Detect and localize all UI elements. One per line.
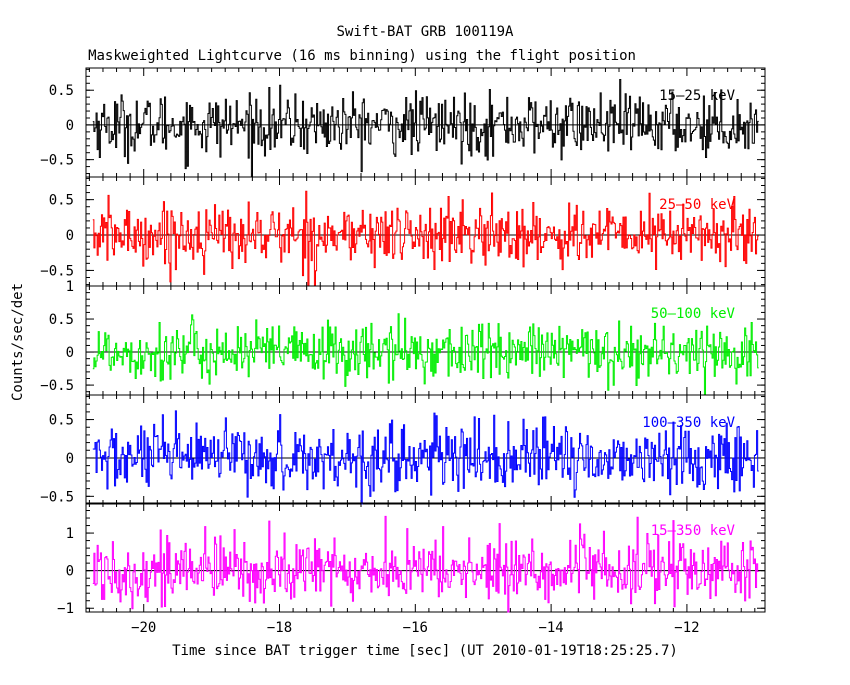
y-tick-label: 0 [66, 564, 74, 580]
panel-4: −0.5 0 0.5 100–350 keV [40, 394, 766, 505]
x-tick-label: −16 [403, 620, 428, 636]
y-tick-label: 0.5 [49, 312, 74, 328]
x-axis: −20 −18 −16 −14 −12 [131, 620, 699, 636]
y-tick-label: 1 [66, 526, 74, 542]
band-label: 100–350 keV [642, 415, 735, 431]
y-tick-label: 0 [66, 451, 74, 467]
panel-frame [85, 67, 766, 178]
x-axis-label: Time since BAT trigger time [sec] (UT 20… [172, 643, 678, 659]
lightcurve-series-1 [92, 78, 759, 178]
y-tick-label: 0.5 [49, 413, 74, 429]
lightcurve-series-3 [92, 313, 759, 396]
y-axis-label: Counts/sec/det [10, 283, 26, 401]
y-tick-label: 1 [66, 279, 74, 295]
y-tick-label: −0.5 [40, 153, 74, 169]
band-label: 15–25 keV [659, 88, 735, 104]
y-tick-label: 0 [66, 228, 74, 244]
y-tick-label: −0.5 [40, 489, 74, 505]
y-tick-label: 0.5 [49, 193, 74, 209]
panel-3: −0.5 0 0.5 1 50–100 keV [40, 279, 766, 396]
x-tick-label: −18 [267, 620, 292, 636]
lightcurve-series-4 [92, 410, 759, 505]
band-label: 25–50 keV [659, 197, 735, 213]
y-tick-label: −1 [57, 601, 74, 617]
lightcurve-series-5 [92, 515, 759, 613]
x-tick-label: −14 [538, 620, 563, 636]
band-label: 15–350 keV [651, 523, 736, 539]
x-tick-label: −12 [674, 620, 699, 636]
lightcurve-series-2 [92, 190, 759, 287]
band-label: 50–100 keV [651, 306, 736, 322]
y-tick-label: 0.5 [49, 83, 74, 99]
panel-frame [85, 502, 766, 613]
chart-title: Swift-BAT GRB 100119A [336, 24, 514, 40]
y-tick-label: −0.5 [40, 378, 74, 394]
chart-subtitle: Maskweighted Lightcurve (16 ms binning) … [88, 48, 636, 64]
panel-1: −0.5 0 0.5 15–25 keV [40, 67, 766, 178]
y-tick-label: −0.5 [40, 263, 74, 279]
panel-frame [85, 394, 766, 505]
y-tick-label: 0 [66, 118, 74, 134]
panels-group: −0.5 0 0.5 15–25 keV −0.5 0 0.5 25–50 keV −0.5 0 0… [40, 67, 766, 617]
y-tick-label: 0 [66, 345, 74, 361]
x-tick-label: −20 [131, 620, 156, 636]
panel-2: −0.5 0 0.5 25–50 keV [40, 176, 766, 287]
panel-5: −1 0 1 15–350 keV [57, 502, 766, 617]
